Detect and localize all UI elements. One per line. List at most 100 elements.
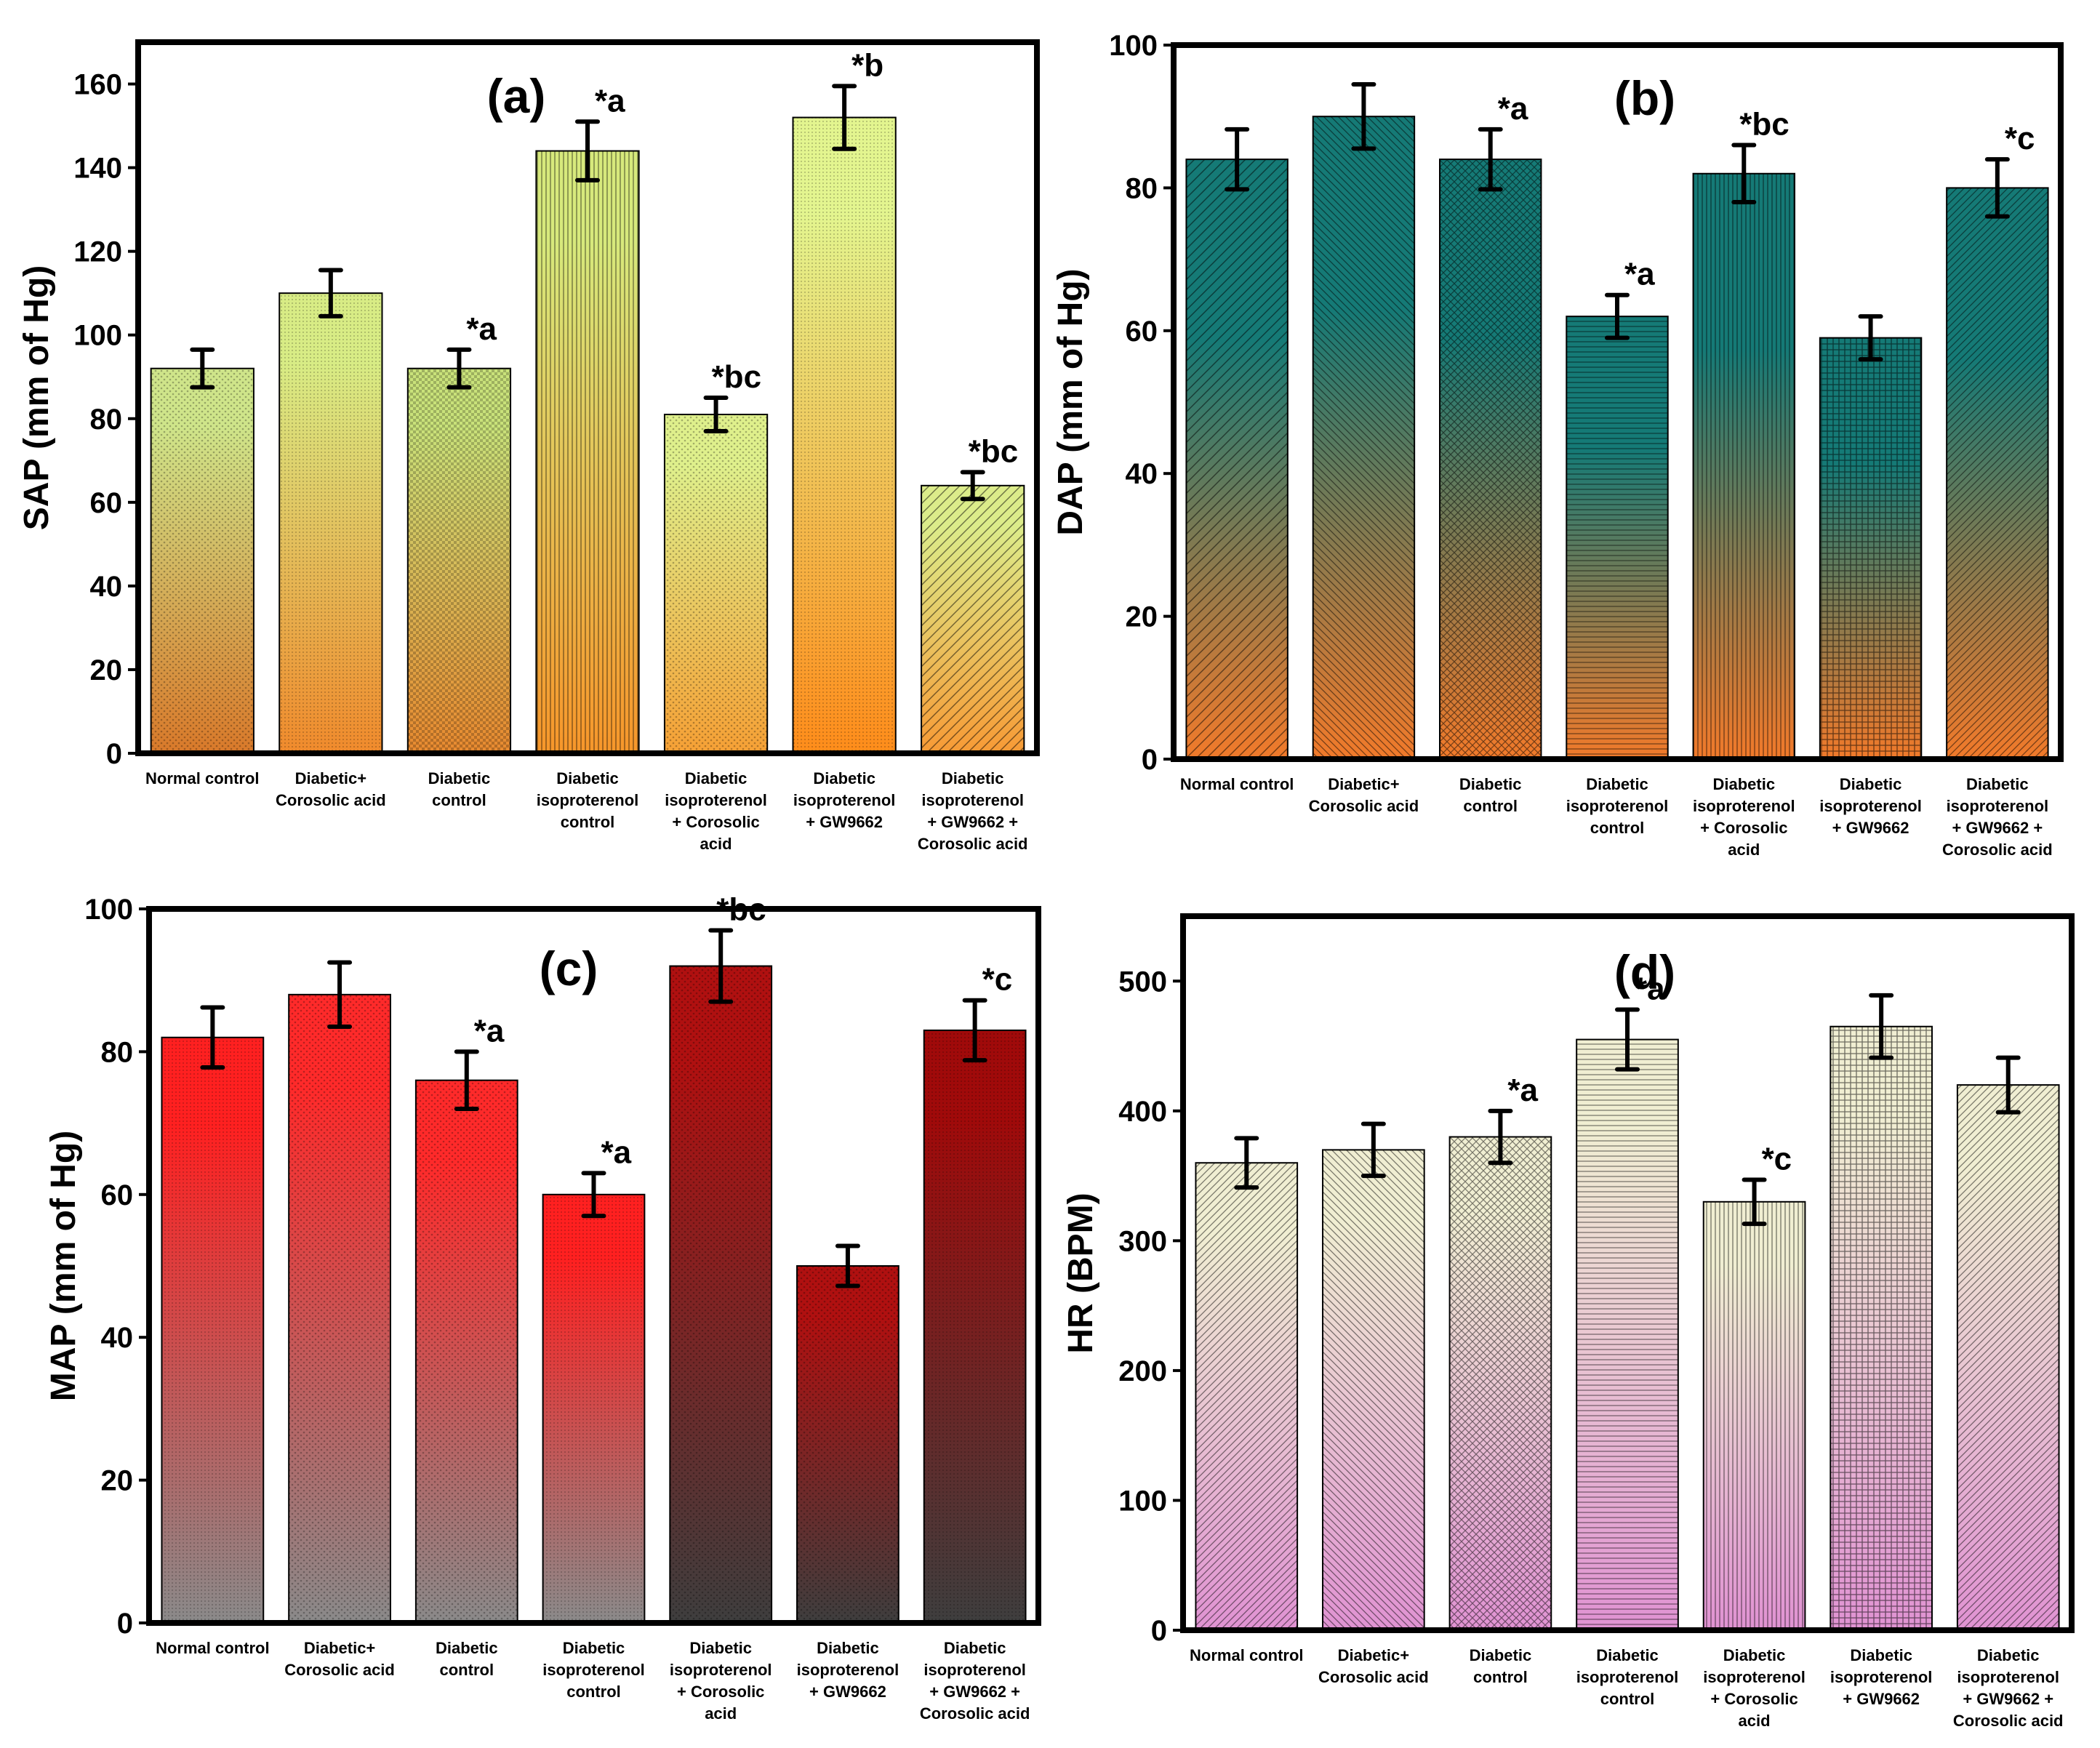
y-tick-label: 60 — [101, 1179, 134, 1211]
significance-label: *a — [1507, 1073, 1538, 1108]
x-tick-label: Diabetic+ Corosolic acid — [276, 769, 386, 809]
panel-title: (a) — [487, 69, 546, 123]
y-tick-label: 100 — [84, 894, 133, 926]
x-tick-label: Diabetic isoproterenol + Corosolic acid — [1703, 1646, 1806, 1730]
bar-pattern — [1693, 173, 1795, 759]
significance-label: *a — [601, 1134, 632, 1170]
x-tick-label: Diabetic isoproterenol + Corosolic acid — [1693, 775, 1795, 859]
bar-pattern — [1566, 316, 1668, 759]
x-tick-label: Normal control — [156, 1639, 269, 1657]
x-tick-label: Diabetic isoproterenol control — [537, 769, 639, 831]
bar-pattern — [923, 1030, 1026, 1623]
y-tick-label: 40 — [90, 571, 123, 603]
chart-panel-2: 0 20 40 60 80 100 DAP (mm of Hg) Normal control… — [1051, 30, 2064, 859]
plot-frame — [135, 39, 1040, 756]
y-tick-label: 200 — [1118, 1355, 1167, 1387]
x-tick-label: Diabetic control — [1470, 1646, 1532, 1686]
y-tick-label: 20 — [1126, 601, 1158, 633]
significance-label: *bc — [1739, 106, 1789, 142]
chart-panel-4: 0 100 200 300 400 500 HR (BPM) Normal control Di… — [1062, 913, 2075, 1730]
y-axis-label: DAP (mm of Hg) — [1051, 268, 1090, 535]
y-tick-label: 60 — [90, 487, 123, 519]
x-tick-label: Diabetic control — [428, 769, 491, 809]
bar-pattern — [279, 293, 382, 753]
chart-panel-3: 0 20 40 60 80 100 MAP (mm of Hg) Normal control… — [44, 891, 1041, 1723]
bar-pattern — [1186, 159, 1288, 759]
bar-pattern — [151, 368, 254, 754]
bar-pattern — [670, 966, 772, 1623]
y-tick-label: 80 — [90, 404, 123, 436]
x-tick-label: Diabetic control — [436, 1639, 498, 1679]
x-tick-label: Normal control — [1180, 775, 1294, 793]
y-tick-label: 100 — [1109, 30, 1158, 62]
plot-frame — [146, 906, 1041, 1626]
x-tick-label: Diabetic isoproterenol + GW9662 + Corosolic… — [1942, 775, 2053, 859]
bar-pattern — [289, 994, 390, 1623]
x-tick-label: Diabetic isoproterenol + GW9662 — [1830, 1646, 1933, 1708]
y-tick-label: 20 — [90, 654, 123, 686]
panel-title: (d) — [1614, 945, 1675, 999]
bar-pattern — [415, 1080, 518, 1623]
bar-pattern — [1819, 337, 1922, 759]
y-tick-label: 120 — [73, 236, 122, 268]
y-tick-label: 100 — [1118, 1485, 1167, 1517]
bar-pattern — [1449, 1136, 1552, 1630]
y-tick-label: 100 — [73, 320, 122, 352]
y-tick-label: 40 — [1126, 458, 1158, 490]
bar-pattern — [1323, 1150, 1424, 1630]
y-axis-label: SAP (mm of Hg) — [17, 265, 56, 530]
bar-pattern — [797, 1266, 899, 1623]
x-tick-label: Diabetic+ Corosolic acid — [284, 1639, 395, 1679]
plot-frame — [1180, 913, 2075, 1633]
significance-label: *c — [2005, 121, 2035, 156]
y-tick-label: 160 — [73, 69, 122, 101]
bar-pattern — [536, 151, 639, 753]
x-tick-label: Diabetic+ Corosolic acid — [1309, 775, 1419, 815]
significance-label: *a — [1635, 971, 1665, 1007]
significance-label: *a — [474, 1013, 505, 1049]
bar-pattern — [1312, 116, 1415, 759]
bar-pattern — [542, 1194, 645, 1623]
plot-frame — [1171, 42, 2064, 762]
x-tick-label: Diabetic isoproterenol + GW9662 + Corosolic… — [1953, 1646, 2064, 1730]
y-tick-label: 500 — [1118, 966, 1167, 998]
x-tick-label: Normal control — [1190, 1646, 1303, 1664]
x-tick-label: Diabetic isoproterenol + GW9662 — [793, 769, 896, 831]
y-tick-label: 0 — [1151, 1615, 1167, 1647]
x-tick-label: Diabetic isoproterenol + GW9662 — [1819, 775, 1922, 837]
y-tick-label: 400 — [1118, 1096, 1167, 1128]
x-tick-label: Diabetic isoproterenol control — [542, 1639, 645, 1701]
x-tick-label: Diabetic isoproterenol control — [1576, 1646, 1679, 1708]
bar-pattern — [161, 1037, 264, 1623]
x-tick-label: Normal control — [145, 769, 259, 787]
significance-label: *a — [466, 311, 497, 347]
bar-pattern — [921, 485, 1025, 753]
y-tick-label: 80 — [1126, 172, 1158, 204]
y-tick-label: 140 — [73, 153, 122, 185]
y-tick-label: 300 — [1118, 1225, 1167, 1257]
x-tick-label: Diabetic isoproterenol + GW9662 + Corosolic… — [920, 1639, 1030, 1723]
significance-label: *bc — [969, 433, 1018, 469]
y-axis-label: HR (BPM) — [1062, 1192, 1100, 1353]
significance-label: *a — [1498, 91, 1528, 127]
y-tick-label: 80 — [101, 1036, 134, 1068]
chart-panel-1: 0 20 40 60 80 100 120 140 160 SAP (mm of Hg) Norma… — [17, 39, 1040, 853]
x-tick-label: Diabetic isoproterenol + GW9662 — [797, 1639, 899, 1701]
bar-pattern — [1957, 1085, 2059, 1630]
y-tick-label: 20 — [101, 1465, 134, 1497]
x-tick-label: Diabetic+ Corosolic acid — [1318, 1646, 1429, 1686]
y-axis-label: MAP (mm of Hg) — [44, 1131, 83, 1401]
significance-label: *bc — [712, 359, 761, 395]
bar-pattern — [1703, 1201, 1806, 1630]
bar-pattern — [1830, 1026, 1932, 1630]
significance-label: *c — [982, 962, 1013, 998]
y-tick-label: 0 — [1142, 744, 1158, 776]
x-tick-label: Diabetic isoproterenol + GW9662 + Corosolic… — [918, 769, 1028, 853]
bar-pattern — [1576, 1039, 1678, 1630]
y-tick-label: 40 — [101, 1322, 134, 1354]
significance-label: *b — [851, 47, 883, 83]
bar-pattern — [793, 117, 896, 753]
bar-pattern — [1195, 1163, 1298, 1630]
panels: 0 20 40 60 80 100 120 140 160 SAP (mm of Hg) Norma… — [17, 30, 2075, 1730]
